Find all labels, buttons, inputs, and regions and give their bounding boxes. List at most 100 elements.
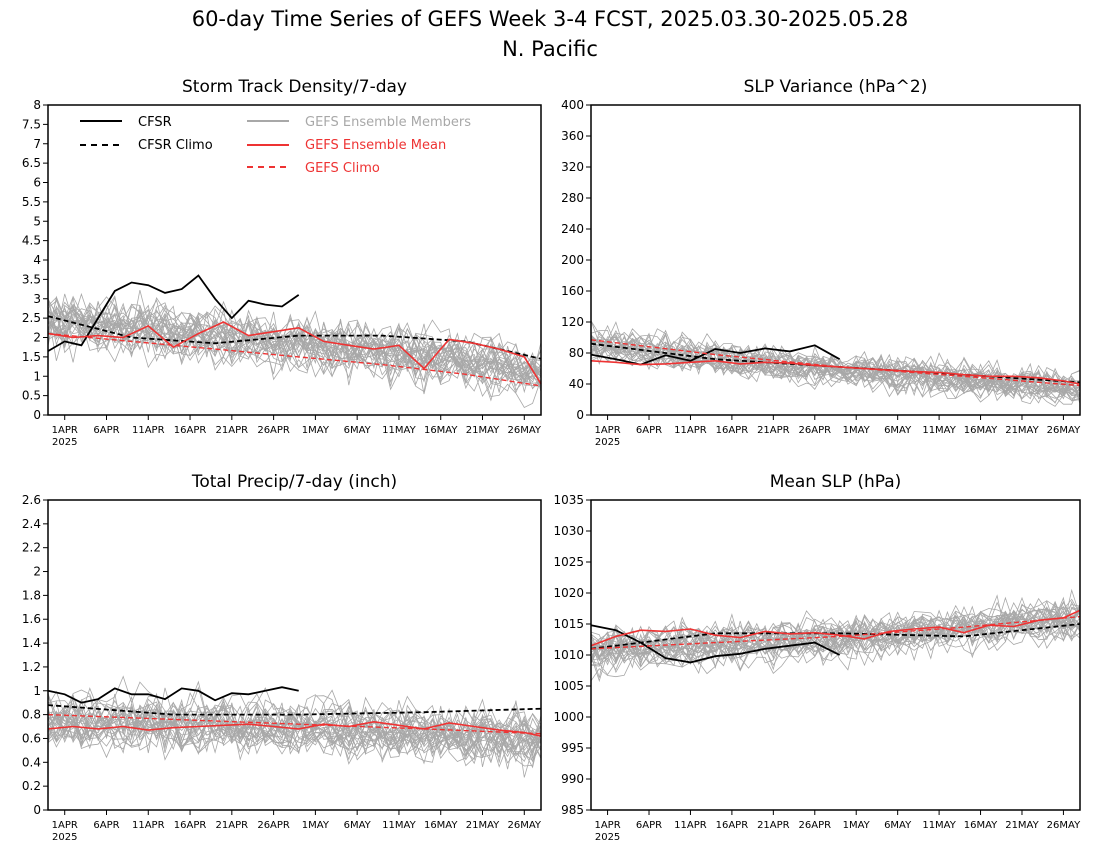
y-tick-label: 2.6 [22, 493, 41, 507]
y-tick-label: 985 [561, 803, 584, 817]
x-tick-label: 1APR [594, 820, 620, 831]
x-tick-label: 6APR [93, 425, 119, 436]
series-gefs-climo [47, 713, 542, 735]
y-tick-label: 0.4 [22, 755, 41, 769]
member-line [48, 317, 541, 395]
x-tick-label: 6MAY [884, 425, 912, 436]
x-tick-label: 26APR [799, 820, 832, 831]
panel-title: SLP Variance (hPa^2) [744, 77, 928, 97]
x-tick-label: 16MAY [424, 820, 458, 831]
x-tick-label: 11APR [132, 820, 165, 831]
y-tick-label: 240 [561, 222, 584, 236]
x-tick-label: 21APR [757, 425, 790, 436]
x-tick-label: 6APR [636, 820, 662, 831]
y-tick-label: 1020 [553, 586, 584, 600]
member-line [48, 300, 541, 384]
y-tick-label: 280 [561, 191, 584, 205]
panel-3: Total Precip/7-day (inch)00.20.40.60.811… [22, 472, 542, 843]
legend-label-gefs-climo: GEFS Climo [305, 161, 380, 176]
x-tick-label: 16MAY [964, 425, 998, 436]
x-tick-label: 1APR [594, 425, 620, 436]
y-tick-label: 0.8 [22, 708, 41, 722]
x-tick-label: 16MAY [964, 820, 998, 831]
member-line [591, 609, 1080, 678]
series-cfsr [590, 344, 841, 366]
y-tick-label: 40 [569, 377, 584, 391]
member-line [591, 320, 1080, 396]
x-tick-label: 6APR [93, 820, 119, 831]
figure-subtitle: N. Pacific [502, 37, 598, 61]
y-tick-label: 0 [33, 408, 41, 422]
x-tick-label: 21APR [757, 820, 790, 831]
y-tick-label: 1035 [553, 493, 584, 507]
x-tick-label: 6MAY [884, 820, 912, 831]
member-line [591, 603, 1080, 661]
x-tick-label: 16APR [716, 425, 749, 436]
y-tick-label: 990 [561, 772, 584, 786]
y-tick-label: 1 [33, 684, 41, 698]
y-tick-label: 1 [33, 369, 41, 383]
y-tick-label: 1.4 [22, 636, 41, 650]
x-tick-label: 11MAY [922, 820, 956, 831]
y-tick-label: 3.5 [22, 272, 41, 286]
x-tick-label: 26APR [799, 425, 832, 436]
series-gefs-climo [47, 332, 542, 387]
x-tick-label: 1MAY [302, 425, 330, 436]
panel-title: Mean SLP (hPa) [770, 472, 902, 492]
series-gefs-climo [590, 339, 1081, 387]
x-tick-label: 11MAY [382, 820, 416, 831]
panel-title: Storm Track Density/7-day [182, 77, 407, 97]
member-line [48, 675, 541, 739]
x-tick-label: 1APR [52, 820, 78, 831]
legend-label-cfsr-climo: CFSR Climo [138, 138, 213, 153]
series-ens-mean [47, 720, 542, 737]
y-tick-label: 1.5 [22, 350, 41, 364]
series-cfsr-climo [47, 704, 542, 716]
x-tick-label: 26APR [257, 425, 290, 436]
member-line [48, 298, 541, 378]
y-tick-label: 8 [33, 98, 41, 112]
panel-title: Total Precip/7-day (inch) [191, 472, 397, 492]
series-cfsr-climo [590, 623, 1081, 650]
series-gefs-climo [590, 615, 1081, 650]
y-tick-label: 400 [561, 98, 584, 112]
x-tick-label: 16APR [174, 425, 207, 436]
x-year-label: 2025 [595, 832, 620, 843]
x-tick-label: 11MAY [922, 425, 956, 436]
x-tick-label: 11APR [674, 425, 707, 436]
x-tick-label: 16APR [716, 820, 749, 831]
y-tick-label: 1.2 [22, 660, 41, 674]
figure-title: 60-day Time Series of GEFS Week 3-4 FCST… [192, 7, 909, 31]
x-tick-label: 26MAY [508, 425, 542, 436]
member-line [48, 310, 541, 392]
x-tick-label: 11APR [674, 820, 707, 831]
y-tick-label: 7.5 [22, 117, 41, 131]
y-tick-label: 0 [576, 408, 584, 422]
y-tick-label: 4.5 [22, 234, 41, 248]
x-tick-label: 21MAY [466, 425, 500, 436]
legend: CFSR CFSR Climo GEFS Ensemble Members GE… [80, 115, 471, 176]
series-cfsr [47, 686, 299, 704]
x-tick-label: 6MAY [344, 820, 372, 831]
x-tick-label: 21MAY [1005, 820, 1039, 831]
y-tick-label: 0 [33, 803, 41, 817]
x-tick-label: 26MAY [508, 820, 542, 831]
x-tick-label: 16APR [174, 820, 207, 831]
series-cfsr [590, 624, 841, 664]
y-tick-label: 0.6 [22, 731, 41, 745]
x-tick-label: 6APR [636, 425, 662, 436]
member-line [591, 605, 1080, 657]
member-line [591, 607, 1080, 663]
y-tick-label: 2 [33, 331, 41, 345]
y-tick-label: 80 [569, 346, 584, 360]
y-tick-label: 1010 [553, 648, 584, 662]
panel-4: Mean SLP (hPa) 985 990 995 1000 1005 1010 1015 1… [553, 472, 1081, 843]
x-year-label: 2025 [595, 437, 620, 448]
y-tick-label: 7 [33, 137, 41, 151]
y-tick-label: 320 [561, 160, 584, 174]
legend-label-ens-mean: GEFS Ensemble Mean [305, 138, 446, 153]
y-tick-label: 995 [561, 741, 584, 755]
panel-1: Storm Track Density/7-day 0 0.5 1 1.5 2 2.5 3 3.… [22, 77, 542, 448]
y-tick-label: 1005 [553, 679, 584, 693]
